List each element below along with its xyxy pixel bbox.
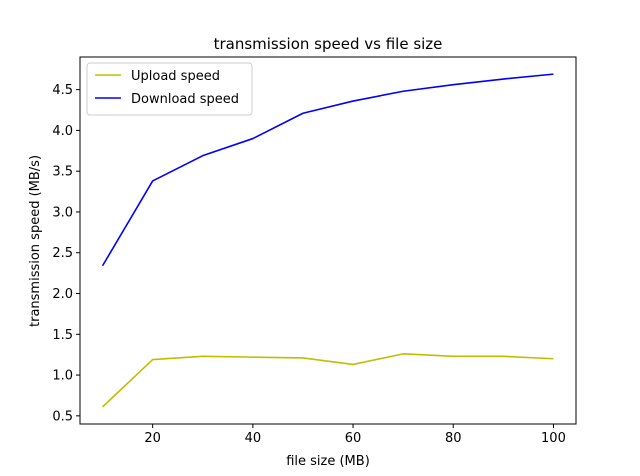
x-axis-label: file size (MB) xyxy=(286,454,370,469)
legend-label-upload: Upload speed xyxy=(131,69,220,84)
legend: Upload speed Download speed xyxy=(86,62,253,116)
x-tick-label: 100 xyxy=(541,431,566,446)
y-tick-label: 2.0 xyxy=(52,287,73,302)
y-tick-label: 3.5 xyxy=(52,165,73,180)
legend-label-download: Download speed xyxy=(131,92,239,107)
chart-title: transmission speed vs file size xyxy=(214,35,443,53)
y-tick-label: 3.0 xyxy=(52,205,73,220)
legend-box xyxy=(86,62,253,116)
y-axis-label: transmission speed (MB/s) xyxy=(28,155,43,327)
y-tick-label: 1.5 xyxy=(52,328,73,343)
plot-frame xyxy=(79,56,577,425)
x-tick-label: 60 xyxy=(345,431,362,446)
y-axis-ticks: 0.5 1.0 1.5 2.0 2.5 3.0 3.5 4.0 4.5 xyxy=(52,83,80,424)
plot-lines xyxy=(101,73,554,408)
series-line-upload-speed xyxy=(102,353,554,408)
x-tick-label: 40 xyxy=(245,431,262,446)
y-tick-label: 2.5 xyxy=(52,246,73,261)
y-tick-label: 4.0 xyxy=(52,124,73,139)
y-tick-label: 4.5 xyxy=(52,83,73,98)
y-tick-label: 0.5 xyxy=(52,409,73,424)
x-axis-ticks: 20 40 60 80 100 xyxy=(144,424,566,446)
series-line-download-speed xyxy=(101,73,554,267)
x-tick-label: 20 xyxy=(144,431,161,446)
y-tick-label: 1.0 xyxy=(52,369,73,384)
x-tick-label: 80 xyxy=(445,431,462,446)
